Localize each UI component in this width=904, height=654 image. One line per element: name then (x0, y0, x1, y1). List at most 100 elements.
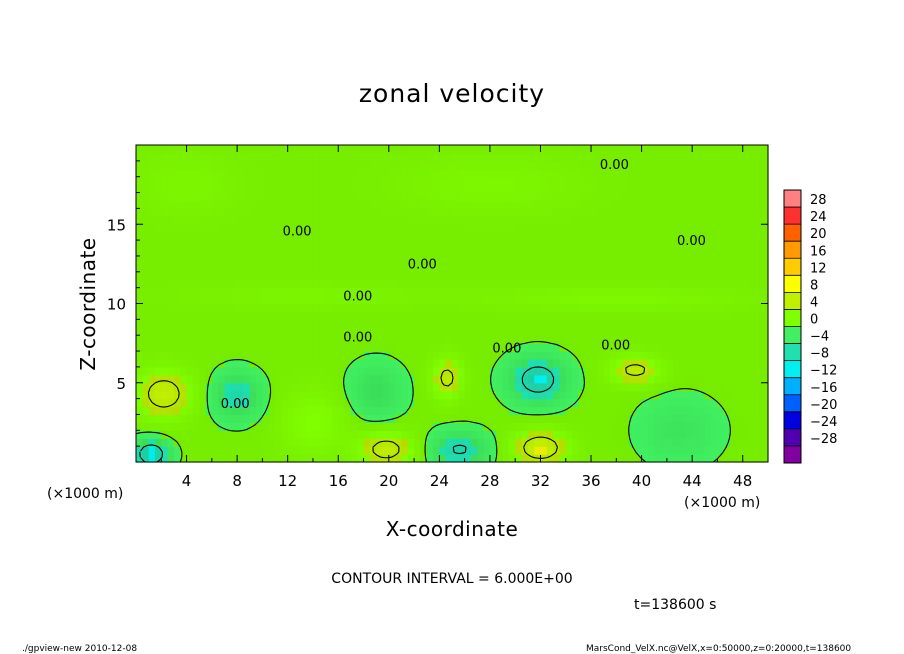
field-cell (338, 208, 346, 217)
field-cell (641, 216, 649, 225)
field-cell (534, 303, 542, 313)
field-cell (717, 382, 725, 392)
field-cell (711, 366, 719, 376)
field-cell (433, 311, 440, 320)
field-cell (452, 192, 459, 202)
field-cell (679, 295, 687, 305)
field-cell (534, 422, 542, 431)
field-cell (515, 287, 523, 297)
field-cell (647, 382, 655, 392)
field-cell (344, 311, 352, 320)
field-cell (136, 327, 143, 336)
field-cell (496, 438, 504, 447)
field-cell (597, 152, 605, 162)
field-cell (192, 279, 200, 289)
field-cell (439, 406, 447, 416)
field-cell (357, 255, 365, 265)
field-cell (761, 358, 769, 368)
field-cell (572, 168, 579, 178)
field-cell (622, 184, 630, 194)
field-cell (698, 232, 706, 241)
field-cell (521, 160, 529, 170)
field-cell (521, 319, 529, 328)
field-cell (685, 343, 693, 352)
field-cell (616, 414, 624, 423)
field-cell (730, 216, 737, 225)
field-cell (749, 358, 756, 368)
field-cell (635, 390, 643, 400)
field-cell (761, 248, 769, 257)
field-cell (388, 335, 396, 344)
field-cell (173, 232, 181, 241)
field-cell (698, 311, 706, 320)
field-cell (527, 430, 535, 439)
field-cell (325, 358, 333, 368)
field-cell (458, 406, 466, 416)
field-cell (136, 152, 143, 162)
field-cell (350, 248, 358, 257)
field-cell (350, 208, 358, 217)
field-cell (237, 255, 245, 265)
field-cell (521, 358, 529, 368)
field-cell (521, 176, 529, 186)
field-cell (167, 311, 175, 320)
field-cell (654, 295, 662, 305)
colorbar-label: −20 (810, 398, 837, 413)
field-cell (414, 263, 421, 273)
field-cell (685, 390, 693, 400)
field-cell (224, 248, 232, 257)
field-cell (698, 295, 706, 305)
field-cell (641, 303, 649, 313)
field-cell (294, 160, 301, 170)
field-cell (243, 176, 251, 186)
field-cell (268, 398, 276, 408)
field-cell (584, 168, 592, 178)
field-cell (218, 224, 226, 233)
field-cell (540, 343, 548, 352)
field-cell (230, 192, 238, 202)
field-cell (369, 200, 377, 209)
field-cell (559, 335, 567, 344)
colorbar-swatch (784, 326, 801, 344)
field-cell (673, 311, 681, 320)
field-cell (256, 240, 263, 249)
field-cell (306, 430, 314, 439)
field-cell (426, 406, 434, 416)
field-cell (704, 224, 712, 233)
field-cell (294, 152, 301, 162)
field-cell (704, 438, 712, 447)
field-cell (723, 358, 731, 368)
field-cell (414, 351, 421, 360)
field-cell (382, 398, 390, 408)
field-cell (660, 303, 668, 313)
field-cell (711, 145, 719, 154)
field-cell (230, 366, 238, 376)
field-cell (515, 200, 523, 209)
field-cell (502, 248, 510, 257)
field-cell (300, 287, 308, 297)
field-cell (635, 152, 643, 162)
field-cell (508, 335, 516, 344)
field-cell (294, 287, 301, 297)
field-cell (597, 271, 605, 281)
field-cell (496, 145, 504, 154)
field-cell (666, 216, 674, 225)
field-cell (755, 168, 763, 178)
field-cell (161, 295, 169, 305)
field-cell (616, 208, 624, 217)
field-cell (148, 176, 156, 186)
field-cell (749, 366, 756, 376)
field-cell (154, 248, 162, 257)
field-cell (584, 224, 592, 233)
field-cell (736, 390, 744, 400)
field-cell (180, 374, 188, 384)
field-cell (730, 200, 737, 209)
field-cell (591, 335, 598, 344)
field-cell (527, 382, 535, 392)
field-cell (186, 216, 194, 225)
field-cell (622, 168, 630, 178)
field-cell (401, 343, 409, 352)
field-cell (597, 232, 605, 241)
field-cell (230, 216, 238, 225)
field-cell (723, 208, 731, 217)
